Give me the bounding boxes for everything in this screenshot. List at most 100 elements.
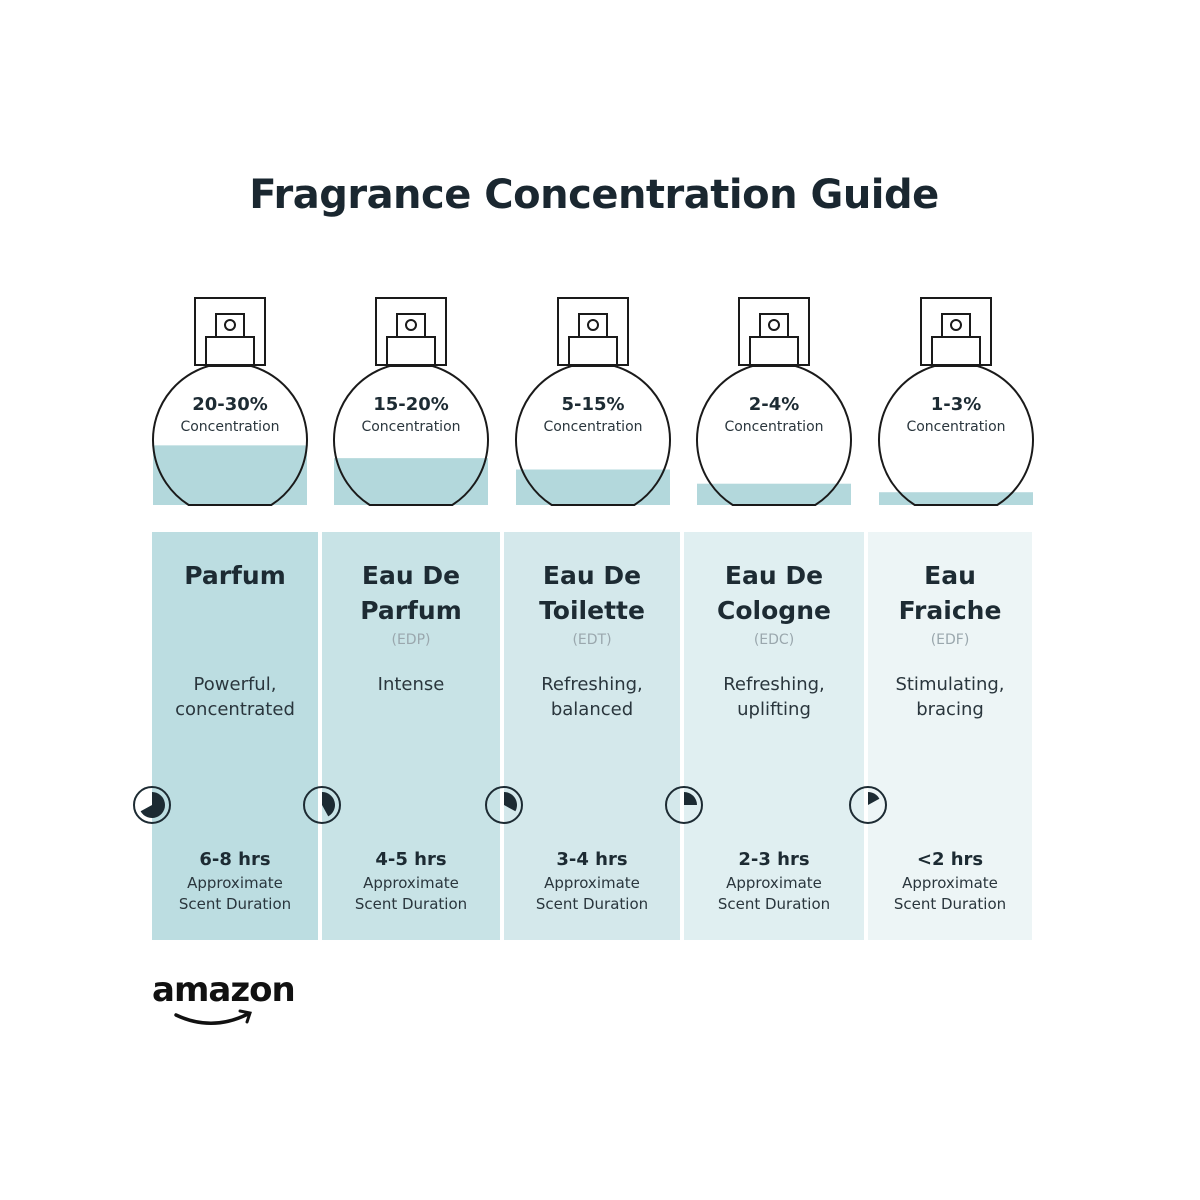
desc-line: Refreshing, xyxy=(723,674,825,695)
fragrance-description: Refreshing, balanced xyxy=(504,672,680,722)
name-line: Eau xyxy=(924,561,976,590)
bottle-cap xyxy=(194,297,266,366)
concentration-value: 15-20% xyxy=(373,394,449,415)
sub-line: Scent Duration xyxy=(535,895,649,913)
perfume-bottle: 2-4% Concentration xyxy=(696,297,852,506)
concentration-label: Concentration xyxy=(543,419,642,435)
sub-line: Scent Duration xyxy=(717,895,831,913)
duration-wedge xyxy=(504,792,517,812)
duration-wedge xyxy=(322,792,335,817)
perfume-bottle: 5-15% Concentration xyxy=(515,297,671,506)
desc-line: Stimulating, xyxy=(895,674,1005,695)
name-line: Parfum xyxy=(184,561,286,590)
sub-line: Approximate xyxy=(902,874,998,892)
fragrance-name: Eau De Toilette xyxy=(504,558,680,628)
fragrance-column: Eau De Cologne (EDC) Refreshing, uplifting… xyxy=(665,0,864,940)
fragrance-abbreviation: (EDP) xyxy=(391,632,431,648)
sub-line: Approximate xyxy=(544,874,640,892)
nozzle-icon xyxy=(768,319,780,331)
concentration-label: Concentration xyxy=(724,419,823,435)
fragrance-name: Parfum xyxy=(152,558,318,593)
sub-line: Scent Duration xyxy=(893,895,1007,913)
amazon-logo: amazon xyxy=(152,970,312,1030)
clock-pie-icon xyxy=(485,786,523,824)
concentration-value: 2-4% xyxy=(749,394,800,415)
fragrance-abbreviation: (EDF) xyxy=(930,632,970,648)
liquid-fill xyxy=(516,469,670,505)
fragrance-name: Eau De Parfum xyxy=(322,558,500,628)
bottle-cap xyxy=(557,297,629,366)
desc-line: bracing xyxy=(916,699,984,720)
logo-text: amazon xyxy=(152,970,296,1010)
concentration-label: Concentration xyxy=(180,419,279,435)
desc-line: Refreshing, xyxy=(541,674,643,695)
sub-line: Scent Duration xyxy=(178,895,292,913)
perfume-bottle: 15-20% Concentration xyxy=(333,297,489,506)
clock-pie-icon xyxy=(665,786,703,824)
duration-label: Approximate Scent Duration xyxy=(322,873,500,915)
duration-label: Approximate Scent Duration xyxy=(684,873,864,915)
name-line: Eau De xyxy=(724,561,824,590)
duration-label: Approximate Scent Duration xyxy=(152,873,318,915)
perfume-bottle: 1-3% Concentration xyxy=(878,297,1034,506)
fragrance-name: Eau Fraiche xyxy=(868,558,1032,628)
scent-duration: 2-3 hrs xyxy=(738,849,810,870)
fragrance-description: Stimulating, bracing xyxy=(868,672,1032,722)
nozzle-icon xyxy=(405,319,417,331)
smile-arrow-icon xyxy=(174,1009,252,1025)
liquid-fill xyxy=(153,445,307,505)
name-line: Cologne xyxy=(717,596,831,625)
duration-label: Approximate Scent Duration xyxy=(504,873,680,915)
nozzle-icon xyxy=(224,319,236,331)
bottle-cap xyxy=(920,297,992,366)
name-line: Eau De xyxy=(542,561,642,590)
duration-label: Approximate Scent Duration xyxy=(868,873,1032,915)
liquid-fill xyxy=(697,483,851,505)
desc-line: Intense xyxy=(377,674,445,695)
fragrance-abbreviation: (EDT) xyxy=(572,632,612,648)
concentration-value: 20-30% xyxy=(192,394,268,415)
name-line: Eau De xyxy=(361,561,461,590)
duration-wedge xyxy=(868,792,880,805)
bottle-cap xyxy=(375,297,447,366)
name-line: Parfum xyxy=(360,596,462,625)
fragrance-column: Parfum Powerful, concentrated 6-8 hrs App… xyxy=(133,0,318,940)
desc-line: concentrated xyxy=(175,699,295,720)
scent-duration: 3-4 hrs xyxy=(556,849,628,870)
clock-pie-icon xyxy=(133,786,171,824)
fragrance-description: Refreshing, uplifting xyxy=(684,672,864,722)
nozzle-icon xyxy=(950,319,962,331)
duration-wedge xyxy=(140,792,165,818)
scent-duration: 4-5 hrs xyxy=(375,849,447,870)
perfume-bottle: 20-30% Concentration xyxy=(152,297,308,506)
bottle-illustrations: 20-30%Concentration15-20%Concentration5-… xyxy=(152,297,1034,506)
duration-wedge xyxy=(684,792,697,805)
scent-duration: 6-8 hrs xyxy=(199,849,271,870)
liquid-fill xyxy=(879,492,1033,505)
fragrance-description: Intense xyxy=(322,672,500,697)
sub-line: Approximate xyxy=(363,874,459,892)
fragrance-abbreviation: (EDC) xyxy=(753,632,795,648)
desc-line: balanced xyxy=(550,699,634,720)
concentration-label: Concentration xyxy=(906,419,1005,435)
sub-line: Scent Duration xyxy=(354,895,468,913)
clock-pie-icon xyxy=(849,786,887,824)
page-title: Fragrance Concentration Guide xyxy=(249,172,939,218)
name-line: Fraiche xyxy=(898,596,1002,625)
concentration-label: Concentration xyxy=(361,419,460,435)
name-line: Toilette xyxy=(539,596,645,625)
desc-line: uplifting xyxy=(737,699,811,720)
bottle-cap xyxy=(738,297,810,366)
fragrance-name: Eau De Cologne xyxy=(684,558,864,628)
fragrance-column: Eau Fraiche (EDF) Stimulating, bracing <2 … xyxy=(849,0,1032,940)
scent-duration: <2 hrs xyxy=(916,849,984,870)
nozzle-icon xyxy=(587,319,599,331)
fragrance-column: Eau De Toilette (EDT) Refreshing, balanced… xyxy=(485,0,680,940)
sub-line: Approximate xyxy=(187,874,283,892)
fragrance-column: Eau De Parfum (EDP) Intense 4-5 hrs Appro… xyxy=(303,0,500,940)
fragrance-description: Powerful, concentrated xyxy=(152,672,318,722)
desc-line: Powerful, xyxy=(193,674,277,695)
concentration-value: 1-3% xyxy=(931,394,982,415)
sub-line: Approximate xyxy=(726,874,822,892)
concentration-value: 5-15% xyxy=(561,394,624,415)
